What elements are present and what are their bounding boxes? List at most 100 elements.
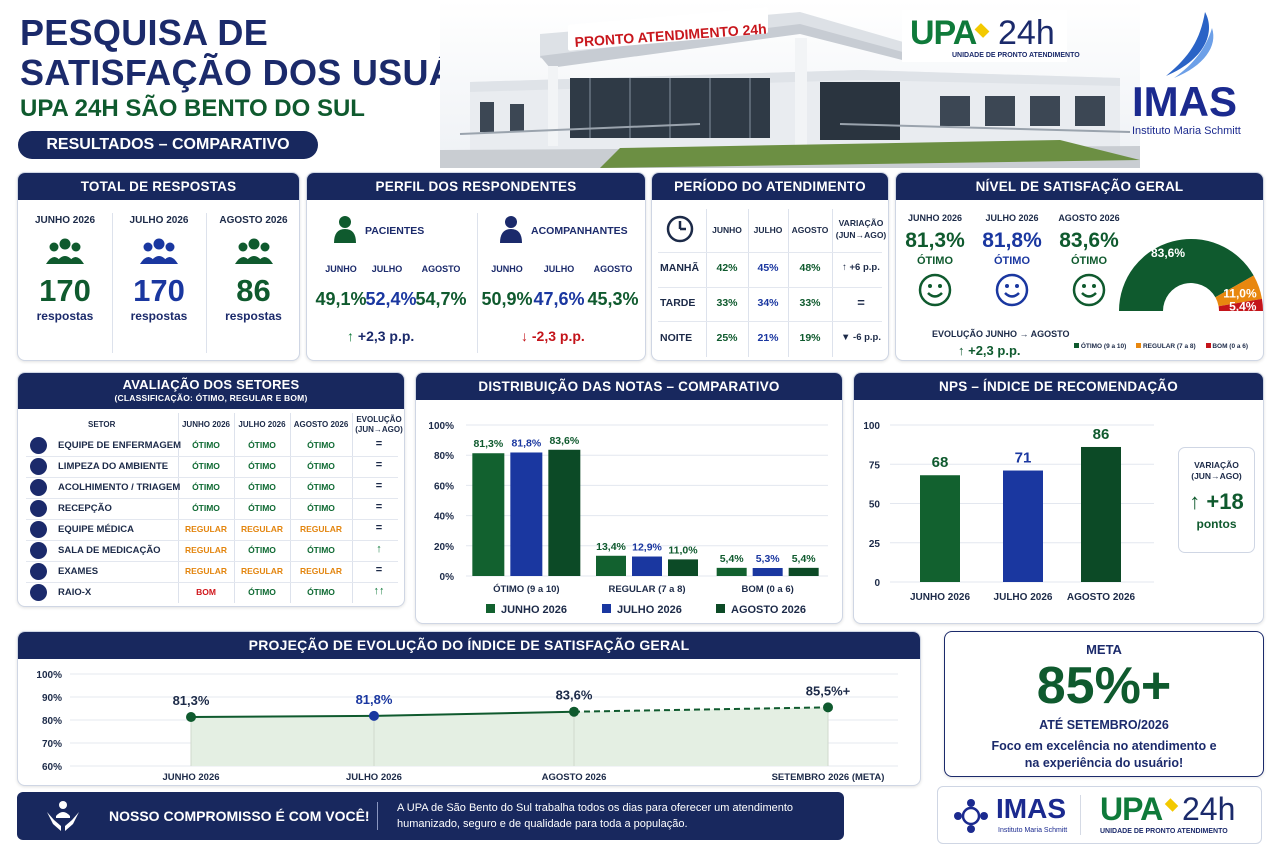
footer-upa-24: 24h — [1182, 791, 1236, 827]
gauge-label: 5,4% — [1229, 300, 1257, 314]
nps-var-value: ↑ +18 — [1179, 489, 1254, 515]
setores-card: AVALIAÇÃO DOS SETORES (CLASSIFICAÇÃO: ÓT… — [17, 372, 405, 607]
sector-rating: REGULAR — [240, 566, 284, 576]
sector-row: ACOLHIMENTO / TRIAGEM ÓTIMO ÓTIMO ÓTIMO = — [18, 478, 404, 499]
x-category-label: JUNHO 2026 — [910, 592, 970, 603]
perfil-title: PERFIL DOS RESPONDENTES — [307, 173, 645, 200]
sat-label: ÓTIMO — [916, 255, 954, 267]
legend-label: ÓTIMO (9 a 10) — [1080, 343, 1127, 350]
footer-imas-sub: Instituto Maria Schmitt — [998, 827, 1068, 834]
setores-col-setor: SETOR — [88, 420, 116, 429]
aco-value-1: 47,6% — [533, 289, 585, 309]
y-tick-label: 75 — [869, 460, 881, 471]
bar — [632, 556, 662, 576]
period-label: MANHÃ — [660, 262, 700, 274]
legend-label: BOM (0 a 6) — [1212, 343, 1249, 350]
satisfacao-title: NÍVEL DE SATISFAÇÃO GERAL — [896, 173, 1263, 200]
nps-var-number: +18 — [1206, 489, 1244, 514]
pac-month-1: JULHO — [371, 264, 403, 274]
setores-col-jul: JULHO 2026 — [238, 420, 286, 429]
setores-head: AVALIAÇÃO DOS SETORES (CLASSIFICAÇÃO: ÓT… — [18, 373, 404, 409]
y-tick-label: 40% — [434, 512, 454, 523]
meta-text2: na experiência do usuário! — [1024, 756, 1184, 770]
pac-month-2: AGOSTO — [421, 264, 461, 274]
nps-title: NPS – ÍNDICE DE RECOMENDAÇÃO — [854, 373, 1263, 400]
period-val: 25% — [716, 332, 738, 344]
y-tick-label: 70% — [42, 739, 62, 750]
sector-rating: ÓTIMO — [248, 545, 276, 555]
up-arrow-icon: ↑ — [1189, 489, 1201, 514]
periodo-head-1: JULHO — [753, 225, 783, 235]
sat-label: ÓTIMO — [993, 255, 1031, 267]
periodo-head-0: JUNHO — [712, 225, 742, 235]
footer-upa-flag-icon — [1164, 798, 1179, 812]
sector-rating: REGULAR — [184, 566, 228, 576]
footer-text2: humanizado, seguro e de qualidade para t… — [397, 818, 688, 830]
footer-logos: IMAS Instituto Maria Schmitt UPA 24h UNI… — [937, 786, 1262, 844]
sector-row: EQUIPE DE ENFERMAGEM ÓTIMO ÓTIMO ÓTIMO = — [18, 436, 404, 457]
hands-heart-icon — [47, 801, 79, 831]
sector-name: SALA DE MEDICAÇÃO — [58, 545, 161, 556]
aco-value-0: 50,9% — [481, 289, 533, 309]
point-value-label: 83,6% — [556, 688, 593, 703]
sector-rating: ÓTIMO — [307, 587, 335, 597]
period-val: 34% — [757, 297, 779, 309]
results-pill-label: RESULTADOS – COMPARATIVO — [46, 136, 290, 153]
y-tick-label: 60% — [434, 481, 454, 492]
sat-value: 81,3% — [905, 229, 965, 252]
upa-logo-sub: UNIDADE DE PRONTO ATENDIMENTO — [952, 52, 1080, 59]
bar-value-label: 81,3% — [473, 438, 503, 450]
pac-value-0: 49,1% — [315, 289, 367, 309]
x-category-label: JUNHO 2026 — [162, 772, 219, 783]
upa-logo-main: UPA — [910, 14, 977, 52]
satisfacao-card: NÍVEL DE SATISFAÇÃO GERAL JUNHO 2026 81,… — [895, 172, 1264, 361]
bar-value-label: 5,4% — [792, 553, 817, 565]
period-val: 33% — [799, 297, 821, 309]
y-tick-label: 100% — [428, 421, 454, 432]
sat-value: 83,6% — [1059, 229, 1119, 252]
sector-row: EXAMES REGULAR REGULAR REGULAR = — [18, 562, 404, 583]
data-point — [186, 712, 196, 723]
month-label: JULHO 2026 — [129, 215, 189, 226]
evolution-label: EVOLUÇÃO JUNHO → AGOSTO — [932, 329, 1070, 339]
sector-rating: ÓTIMO — [248, 587, 276, 597]
building-photo: PRONTO ATENDIMENTO 24h — [440, 0, 1140, 168]
bar-value-label: 83,6% — [549, 435, 579, 447]
legend-swatch — [486, 604, 495, 613]
setores-col-jun: JUNHO 2026 — [181, 420, 231, 429]
upa-flag-icon — [974, 23, 990, 38]
meta-value: 85%+ — [1036, 657, 1172, 715]
month-label: JULHO 2026 — [985, 213, 1039, 223]
sector-rating: ÓTIMO — [192, 461, 220, 471]
sector-evolution: = — [375, 438, 383, 450]
gauge-segment — [1218, 298, 1263, 311]
periodo-row-tarde: TARDE 33% 34% 33% = — [652, 294, 888, 314]
footer-banner: NOSSO COMPROMISSO É COM VOCÊ! A UPA de S… — [17, 792, 844, 840]
period-label: NOITE — [660, 332, 693, 344]
pac-delta: ↑ +2,3 p.p. — [347, 328, 414, 344]
satisfacao-jul: JULHO 2026 81,8% ÓTIMO — [974, 213, 1050, 312]
total-respostas-card: TOTAL DE RESPOSTAS JUNHO 2026 170 respos… — [17, 172, 300, 361]
meta-label: META — [1086, 642, 1122, 657]
footer-headline: NOSSO COMPROMISSO É COM VOCÊ! — [109, 808, 370, 824]
setores-col-ago: AGOSTO 2026 — [293, 420, 349, 429]
setores-col-evo2: (JUN→AGO) — [355, 425, 403, 434]
sector-rating: REGULAR — [299, 566, 343, 576]
sector-evolution: = — [375, 501, 383, 513]
upa-logo-top: UPA 24h UNIDADE DE PRONTO ATENDIMENTO — [906, 14, 1080, 64]
y-tick-label: 0 — [874, 578, 880, 589]
evolution-value: ↑ +2,3 p.p. — [958, 343, 1021, 358]
total-unit: respostas — [225, 309, 282, 323]
projecao-title: PROJEÇÃO DE EVOLUÇÃO DO ÍNDICE DE SATISF… — [18, 632, 920, 659]
smiley-icon — [918, 273, 952, 307]
total-unit: respostas — [36, 309, 94, 323]
sector-name: RAIO-X — [58, 587, 92, 598]
setores-title: AVALIAÇÃO DOS SETORES — [122, 377, 300, 392]
sector-rating: REGULAR — [184, 545, 228, 555]
person-icon — [30, 479, 47, 496]
area-fill — [191, 707, 828, 766]
point-value-label: 81,3% — [173, 693, 210, 708]
sector-rating: REGULAR — [240, 524, 284, 534]
sector-rating: ÓTIMO — [248, 482, 276, 492]
x-category-label: REGULAR (7 a 8) — [608, 584, 685, 595]
